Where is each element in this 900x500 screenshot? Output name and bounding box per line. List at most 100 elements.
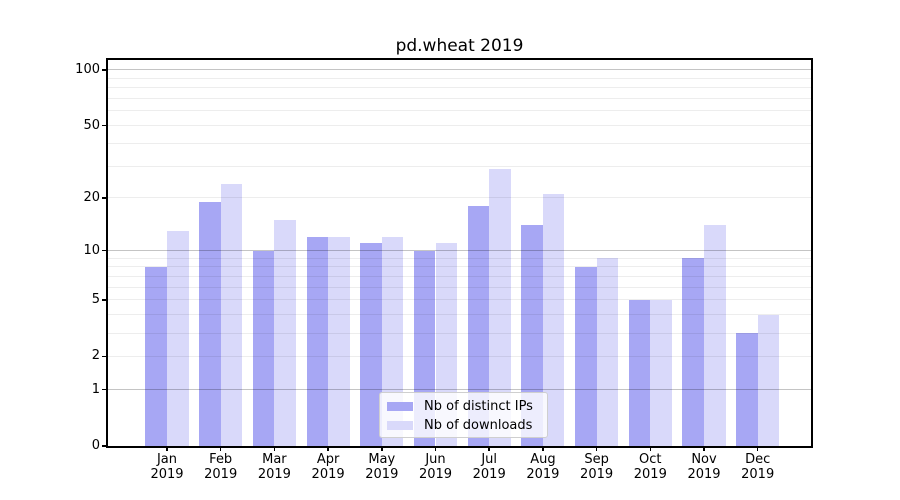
x-tick-year: 2019: [204, 467, 238, 482]
x-tick-month: Mar: [262, 452, 287, 467]
x-tick-label: Jul 2019: [457, 452, 521, 482]
x-tick-mark: [434, 446, 437, 451]
gridline-minor: [108, 197, 811, 199]
gridline-minor: [108, 98, 811, 100]
y-tick-label: 20: [83, 189, 100, 205]
x-tick-label: Mar 2019: [242, 452, 306, 482]
legend-swatch-downloads: [387, 421, 413, 430]
x-tick-label: Oct 2019: [618, 452, 682, 482]
x-tick-month: Jan: [156, 452, 178, 467]
x-tick-year: 2019: [526, 467, 560, 482]
y-tick-mark: [102, 249, 107, 252]
gridline-minor: [108, 299, 811, 301]
x-tick-year: 2019: [257, 467, 291, 482]
x-tick-month: Dec: [745, 452, 771, 467]
x-tick-mark: [488, 446, 490, 451]
gridline-minor: [108, 332, 811, 334]
x-tick-label: Jun 2019: [404, 452, 468, 482]
legend-item-distinct-ips: Nb of distinct IPs: [387, 397, 547, 416]
x-tick-label: Apr 2019: [296, 452, 360, 482]
x-tick-year: 2019: [687, 467, 721, 482]
bar-downloads-apr: [328, 236, 350, 446]
bar-distinct-ips-sep: [575, 266, 597, 446]
x-tick-label: May 2019: [350, 452, 414, 482]
y-tick-label: 100: [75, 61, 100, 77]
y-tick-label: 50: [83, 117, 100, 133]
gridline-minor: [108, 142, 811, 144]
x-tick-mark: [166, 446, 168, 451]
bar-distinct-ips-oct: [628, 299, 651, 446]
x-tick-year: 2019: [365, 467, 399, 482]
x-tick-mark: [273, 446, 276, 451]
bar-downloads-nov: [704, 225, 726, 446]
x-tick-month: Jun: [425, 452, 446, 467]
bar-distinct-ips-feb: [199, 201, 221, 446]
bar-downloads-aug: [542, 194, 565, 446]
gridline-major: [108, 69, 811, 71]
gridline-minor: [108, 110, 811, 112]
x-tick-mark: [381, 446, 383, 451]
bar-distinct-ips-jan: [145, 266, 167, 446]
bar-downloads-sep: [596, 258, 619, 446]
plot-area: [106, 58, 813, 448]
x-tick-year: 2019: [311, 467, 345, 482]
x-tick-month: Feb: [209, 452, 233, 467]
y-tick-label: 2: [91, 348, 100, 364]
x-tick-label: Nov 2019: [672, 452, 736, 482]
y-tick-label: 5: [91, 291, 100, 307]
x-tick-month: Sep: [584, 452, 609, 467]
gridline-minor: [108, 314, 811, 316]
gridline-minor: [108, 77, 811, 79]
chart-title: pd.wheat 2019: [395, 36, 524, 56]
x-tick-label: Aug 2019: [511, 452, 575, 482]
x-tick-month: Apr: [316, 452, 340, 467]
x-tick-mark: [542, 446, 544, 451]
y-tick-mark: [102, 299, 107, 301]
y-tick-mark: [102, 355, 107, 358]
bar-downloads-feb: [220, 183, 243, 446]
gridline-major: [108, 388, 811, 391]
gridline-minor: [108, 87, 811, 89]
y-tick-label: 1: [91, 381, 100, 397]
legend-swatch-distinct-ips: [387, 402, 413, 411]
y-tick-mark: [102, 69, 107, 71]
x-tick-mark: [219, 446, 222, 451]
x-tick-month: Jul: [481, 452, 498, 467]
gridline-minor: [108, 257, 811, 259]
x-tick-mark: [703, 446, 705, 451]
y-tick-label: 10: [83, 242, 100, 258]
legend: Nb of distinct IPs Nb of downloads: [379, 392, 548, 438]
legend-label-distinct-ips: Nb of distinct IPs: [424, 399, 533, 414]
gridline-major: [108, 249, 811, 252]
x-tick-month: Aug: [530, 452, 556, 467]
bar-distinct-ips-aug: [521, 225, 543, 446]
bar-downloads-mar: [274, 220, 296, 446]
x-tick-mark: [595, 446, 598, 451]
gridline-minor: [108, 355, 811, 357]
x-tick-mark: [327, 446, 329, 451]
x-tick-mark: [756, 446, 759, 451]
x-tick-label: Dec 2019: [726, 452, 790, 482]
x-tick-year: 2019: [633, 467, 667, 482]
legend-label-downloads: Nb of downloads: [424, 418, 533, 433]
gridline-minor: [108, 276, 811, 278]
x-tick-month: Oct: [639, 452, 662, 467]
bar-distinct-ips-nov: [682, 258, 704, 446]
x-tick-year: 2019: [418, 467, 453, 482]
x-tick-label: Jan 2019: [135, 452, 199, 482]
x-tick-month: May: [368, 452, 396, 467]
x-tick-month: Nov: [691, 452, 717, 467]
y-tick-mark: [102, 124, 107, 127]
bar-distinct-ips-jul: [467, 206, 490, 446]
x-tick-label: Feb 2019: [189, 452, 253, 482]
y-tick-label: 0: [91, 438, 100, 453]
bar-distinct-ips-mar: [252, 250, 275, 446]
y-tick-mark: [102, 388, 107, 391]
bar-distinct-ips-dec: [736, 333, 758, 446]
x-tick-mark: [649, 446, 652, 451]
bar-downloads-dec: [757, 314, 780, 446]
gridline-minor: [108, 266, 811, 268]
x-tick-year: 2019: [741, 467, 775, 482]
gridline-minor: [108, 125, 811, 127]
